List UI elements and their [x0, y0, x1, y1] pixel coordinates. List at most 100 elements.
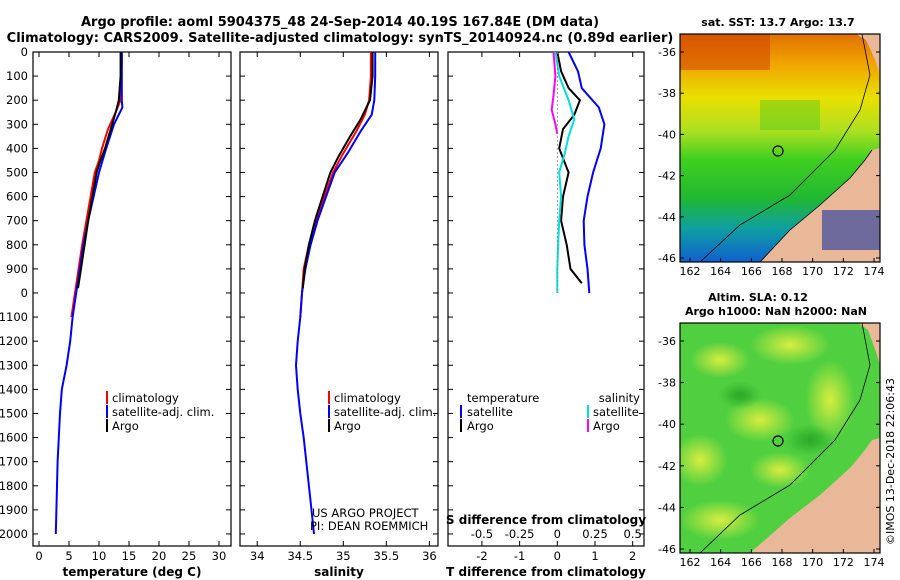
lat-tick-label: -42: [658, 460, 676, 473]
legend-temperature-title: temperature: [467, 391, 539, 405]
title-line-1: Argo profile: aoml 5904375_48 24-Sep-201…: [81, 15, 599, 30]
lon-tick-label: 164: [710, 556, 731, 569]
timestamp-stamp: ©IMOS 13-Dec-2018 22:06:43: [884, 378, 897, 545]
argo-location-marker: [772, 435, 784, 447]
lat-tick-label: -46: [658, 252, 676, 265]
series-line-satellite-adj-clim-: [294, 52, 377, 535]
difference-panel-frame: [447, 51, 645, 547]
depth-tick-label: 900: [6, 262, 28, 276]
lon-tick-label: 166: [741, 556, 762, 569]
depth-tick-label: 700: [6, 214, 28, 228]
depth-tick-label: 2000: [0, 527, 28, 541]
x-tick-label: 10: [92, 549, 107, 563]
x-tick-label: 0: [554, 549, 561, 563]
argo-location-marker: [772, 145, 784, 157]
project-credit: US ARGO PROJECT: [312, 506, 420, 520]
lat-tick-label: -40: [658, 418, 676, 431]
x-tick-label: -1: [514, 549, 525, 563]
lon-tick-label: 174: [864, 265, 885, 278]
x-tick-label: 30: [212, 549, 227, 563]
depth-tick-label: 800: [6, 238, 28, 252]
depth-tick-label: 1900: [0, 503, 28, 517]
x-tick-label: 20: [152, 549, 167, 563]
x-tick-label: 1: [591, 549, 598, 563]
lon-tick-label: 174: [864, 556, 885, 569]
series-line-s-satellite: [554, 51, 576, 293]
s-tick-label: 0.5: [624, 527, 642, 541]
temperature-panel-frame: [32, 51, 232, 547]
depth-axis: 0 100 200 300 400 500 600 700 800 900 0 1100 1200 130…: [0, 45, 644, 541]
legend-t-satellite: satellite: [467, 405, 513, 419]
x-tick-label: 5: [65, 549, 72, 563]
lat-tick-label: -36: [658, 335, 676, 348]
temperature-legend: climatology satellite-adj. clim. Argo: [106, 391, 214, 433]
depth-tick-label: 1700: [0, 455, 28, 469]
series-line-climatology: [299, 52, 372, 318]
lon-tick-label: 164: [710, 265, 731, 278]
temperature-xlabel: temperature (deg C): [63, 565, 202, 579]
sst-map-axes: -36 -38 -40 -42 -44 -46 162 164 166 168 170 172 174: [658, 46, 884, 278]
depth-tick-label: 1800: [0, 479, 28, 493]
legend-t-argo: Argo: [467, 419, 494, 433]
salinity-legend: climatology satellite-adj. clim. Argo: [328, 391, 436, 433]
x-tick-label: 35.5: [374, 549, 400, 563]
series-line-satellite-adj-clim-: [54, 52, 124, 535]
lon-tick-label: 170: [802, 556, 823, 569]
sla-map: [680, 323, 880, 553]
difference-legend: temperature satellite Argo salinity sate…: [460, 391, 640, 433]
depth-tick-label: 1500: [0, 406, 28, 420]
x-tick-label: 34: [250, 549, 265, 563]
depth-tick-label: 600: [6, 190, 28, 204]
legend-salinity-title: salinity: [599, 391, 640, 405]
x-tick-label: 36: [422, 549, 437, 563]
depth-tick-label: 0: [21, 45, 28, 59]
salinity-xlabel: salinity: [314, 565, 364, 579]
x-tick-label: -2: [476, 549, 487, 563]
sla-map-frame: [679, 322, 881, 554]
sst-map: [680, 34, 880, 262]
temperature-plot: 0 5 10 15 20 25 30: [35, 52, 226, 563]
lat-tick-label: -38: [658, 377, 676, 390]
depth-tick-label: 1100: [0, 310, 28, 324]
x-tick-label: 34.5: [287, 549, 313, 563]
depth-tick-label: 300: [6, 117, 28, 131]
depth-tick-label: 1300: [0, 358, 28, 372]
difference-plot: -2 -1 0 1 2 -0.5 -0.25 0 0.25 0.5: [471, 51, 642, 563]
lat-tick-label: -40: [658, 128, 676, 141]
depth-tick-label: 1200: [0, 334, 28, 348]
s-difference-label: S difference from climatology: [446, 513, 646, 527]
depth-tick-label: 100: [6, 69, 28, 83]
lon-tick-label: 168: [772, 556, 793, 569]
lat-tick-label: -44: [658, 501, 676, 514]
sla-map-title-2: Argo h1000: NaN h2000: NaN: [685, 305, 867, 318]
depth-tick-label: 200: [6, 93, 28, 107]
x-tick-label: 0: [35, 549, 42, 563]
legend-argo: Argo: [334, 419, 361, 433]
depth-tick-label: 400: [6, 141, 28, 155]
sla-map-title-1: Altim. SLA: 0.12: [708, 291, 808, 304]
lon-tick-label: 162: [680, 265, 701, 278]
legend-s-satellite: satellite: [593, 405, 639, 419]
lon-tick-label: 172: [833, 556, 854, 569]
salinity-plot: 34 34.5 35 35.5 36: [250, 52, 437, 563]
legend-s-argo: Argo: [593, 419, 620, 433]
series-line-t-argo: [556, 51, 583, 284]
s-tick-label: -0.25: [505, 527, 535, 541]
legend-climatology: climatology: [334, 391, 401, 405]
series-line-argo: [301, 52, 374, 289]
lat-tick-label: -46: [658, 543, 676, 556]
pi-credit: PI: DEAN ROEMMICH: [310, 519, 428, 533]
depth-tick-label: 0: [21, 286, 28, 300]
series-line-s-argo: [550, 51, 559, 135]
lon-tick-label: 166: [741, 265, 762, 278]
lat-tick-label: -38: [658, 87, 676, 100]
x-tick-label: 2: [629, 549, 636, 563]
lon-tick-label: 168: [772, 265, 793, 278]
salinity-panel-frame: [239, 51, 439, 547]
s-tick-label: 0.25: [582, 527, 608, 541]
difference-xlabel: T difference from climatology: [446, 565, 646, 579]
s-tick-label: -0.5: [471, 527, 493, 541]
x-tick-label: 35: [336, 549, 351, 563]
x-tick-label: 15: [122, 549, 137, 563]
